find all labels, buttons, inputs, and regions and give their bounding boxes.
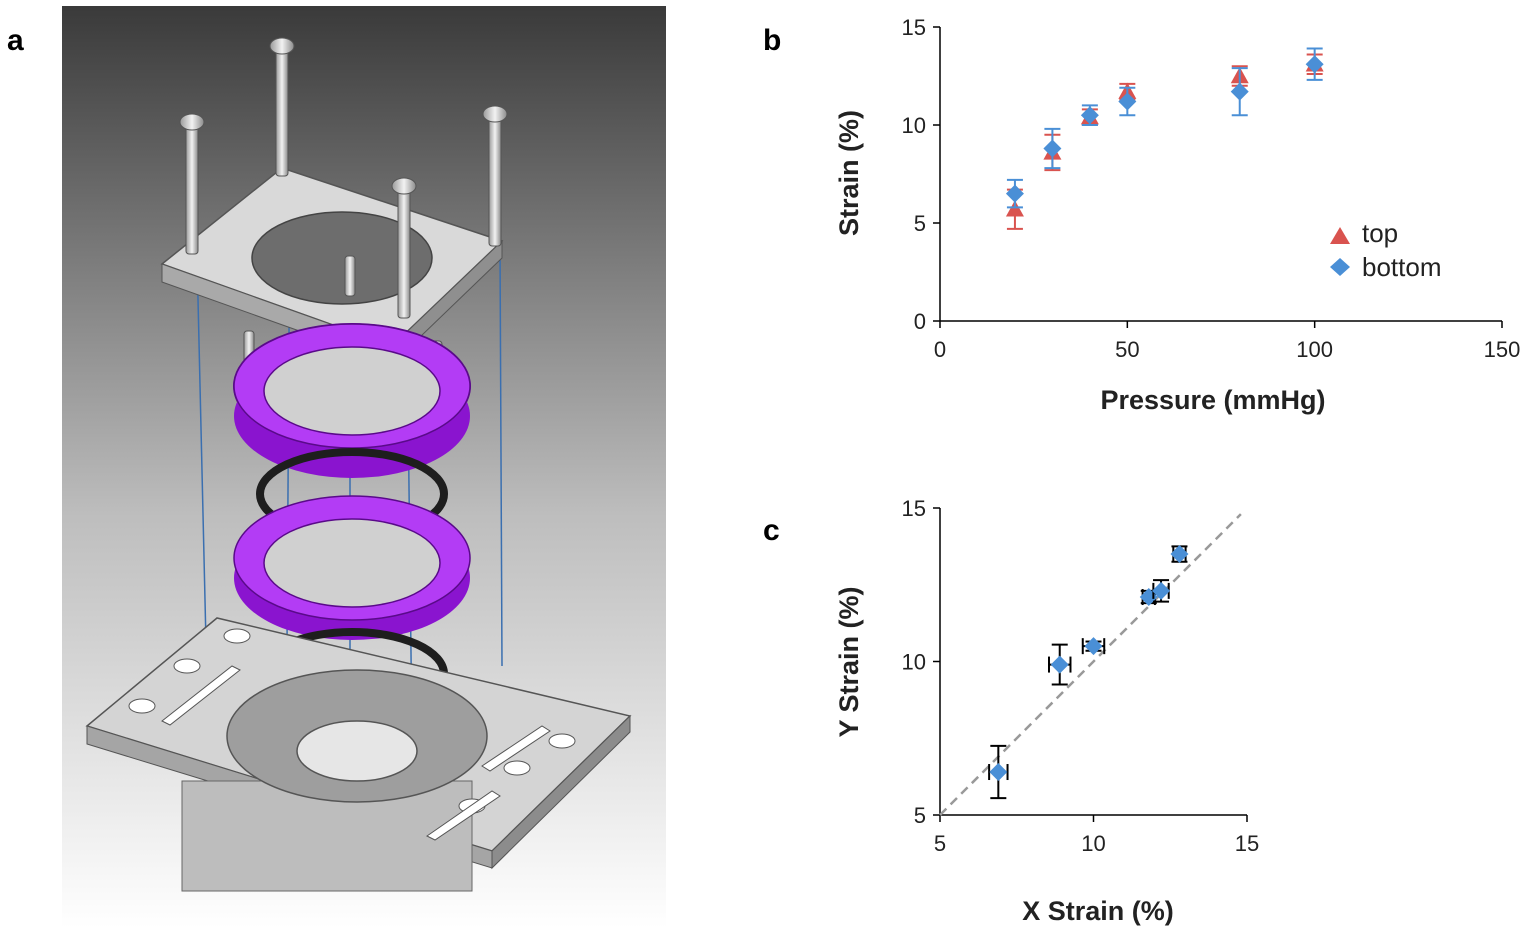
x-tick-label: 150 bbox=[1484, 337, 1520, 362]
data-point bbox=[1080, 104, 1099, 126]
diamond-marker bbox=[1080, 106, 1099, 125]
y-tick-label: 0 bbox=[914, 309, 926, 334]
panel-label-b: b bbox=[763, 24, 782, 57]
panel-label-c: c bbox=[763, 514, 780, 547]
legend-marker-top bbox=[1330, 227, 1350, 244]
chart-b-x-axis-title: Pressure (mmHg) bbox=[1100, 385, 1325, 415]
data-point bbox=[1043, 127, 1062, 170]
chart-b-marks bbox=[1005, 47, 1324, 230]
diamond-marker bbox=[1005, 184, 1024, 203]
chart-c-marks bbox=[939, 513, 1242, 816]
chart-b-legend: top bottom bbox=[1330, 218, 1442, 282]
chart-c: 5 10 15 5 10 15 X Strain (%) Y Strain (%) bbox=[834, 496, 1260, 926]
chart-c-axes: 5 10 15 5 10 15 bbox=[902, 496, 1260, 856]
diamond-marker bbox=[989, 763, 1008, 782]
diamond-marker bbox=[1050, 655, 1069, 674]
chart-c-y-axis-title: Y Strain (%) bbox=[834, 586, 864, 737]
data-point bbox=[1005, 188, 1024, 230]
x-tick-label: 0 bbox=[934, 337, 946, 362]
data-point bbox=[988, 744, 1009, 800]
panel-label-a: a bbox=[7, 24, 24, 57]
y-tick-label: 5 bbox=[914, 803, 926, 828]
y-tick-label: 15 bbox=[902, 496, 926, 521]
diamond-marker bbox=[1043, 139, 1062, 158]
x-tick-label: 50 bbox=[1115, 337, 1139, 362]
exploded-assembly-illustration bbox=[62, 6, 666, 928]
data-point bbox=[1230, 67, 1249, 117]
data-point bbox=[1005, 178, 1024, 209]
legend-marker-bottom bbox=[1330, 258, 1350, 276]
diamond-marker bbox=[1170, 545, 1189, 564]
diamond-marker bbox=[1118, 92, 1137, 111]
y-tick-label: 15 bbox=[902, 15, 926, 40]
legend-label-bottom: bottom bbox=[1362, 252, 1442, 282]
y-tick-label: 10 bbox=[902, 650, 926, 675]
data-point bbox=[1170, 545, 1189, 564]
x-tick-label: 15 bbox=[1235, 831, 1259, 856]
diamond-marker bbox=[1152, 581, 1171, 600]
diamond-marker bbox=[1084, 637, 1103, 656]
chart-c-x-axis-title: X Strain (%) bbox=[1022, 896, 1174, 926]
y-tick-label: 10 bbox=[902, 113, 926, 138]
data-point bbox=[1047, 643, 1072, 686]
x-tick-label: 100 bbox=[1296, 337, 1333, 362]
data-point bbox=[1152, 579, 1171, 603]
x-tick-label: 10 bbox=[1081, 831, 1105, 856]
x-tick-label: 5 bbox=[934, 831, 946, 856]
chart-b-y-axis-title: Strain (%) bbox=[834, 110, 864, 236]
fit-line bbox=[939, 513, 1242, 816]
legend-label-top: top bbox=[1362, 218, 1398, 248]
data-point bbox=[1305, 47, 1324, 81]
diamond-marker bbox=[1230, 82, 1249, 101]
triangle-marker bbox=[1005, 200, 1024, 217]
diamond-marker bbox=[1305, 55, 1324, 74]
y-tick-label: 5 bbox=[914, 211, 926, 236]
data-point bbox=[1081, 637, 1106, 656]
data-point bbox=[1118, 86, 1137, 117]
